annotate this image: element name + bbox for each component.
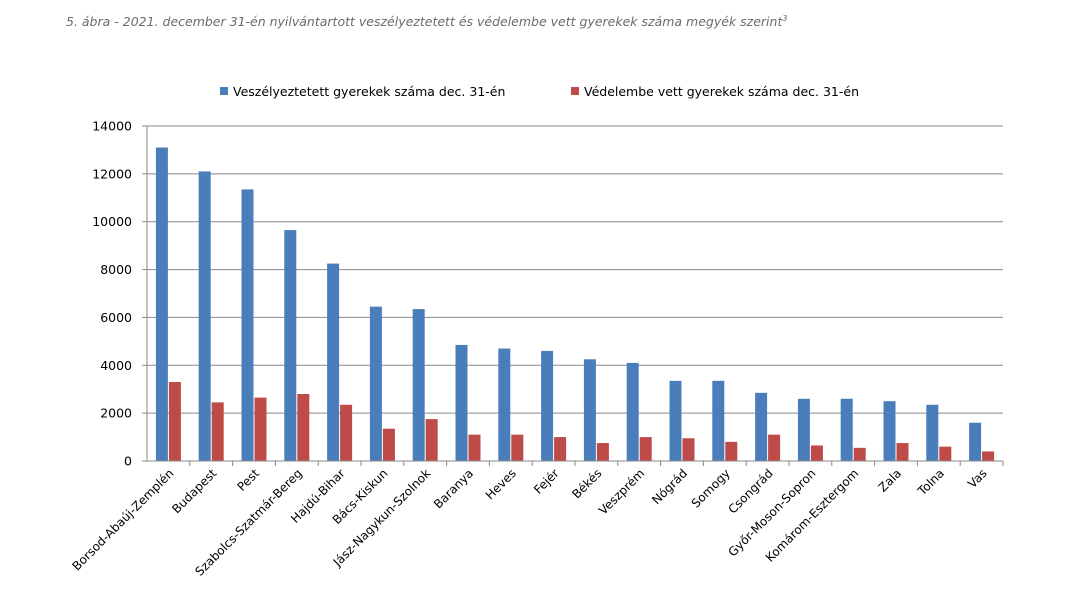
y-axis: 0 2000 4000 6000 8000 10000 12000 14000 [92, 119, 148, 469]
x-category-label: Pest [234, 466, 262, 494]
x-category-label: Vas [965, 466, 990, 491]
y-tick-label: 8000 [100, 262, 132, 277]
footnote-marker: 3 [782, 13, 788, 23]
y-tick-label: 0 [124, 454, 132, 469]
x-category-label: Borsod-Abaúj-Zemplén [69, 466, 176, 573]
bar-vedelembe-vett [682, 438, 695, 461]
bar-vedelembe-vett [596, 443, 609, 461]
x-category-label: Baranya [431, 466, 476, 511]
bar-vedelembe-vett [725, 441, 738, 461]
figure-caption-text: 5. ábra - 2021. december 31-én nyilvánta… [66, 14, 783, 29]
x-category-label: Veszprém [596, 466, 647, 517]
bar-vedelembe-vett [639, 437, 652, 461]
bar-veszelyeztetett [369, 306, 382, 461]
chart-legend: Veszélyeztetett gyerekek száma dec. 31-é… [220, 84, 859, 99]
bar-vedelembe-vett [340, 404, 353, 461]
bar-vedelembe-vett [425, 419, 438, 461]
x-category-label: Somogy [689, 466, 733, 510]
x-category-label: Békés [569, 466, 604, 501]
x-category-label: Budapest [169, 466, 219, 516]
y-tick-label: 12000 [92, 166, 132, 181]
bar-vedelembe-vett [511, 434, 524, 461]
legend-swatch [571, 87, 579, 95]
bar-veszelyeztetett [926, 404, 939, 461]
bar-veszelyeztetett [755, 392, 768, 461]
chart-gridlines [147, 125, 1003, 414]
bar-vedelembe-vett [939, 446, 952, 461]
bar-veszelyeztetett [327, 263, 340, 461]
bar-vedelembe-vett [982, 451, 995, 461]
bar-vedelembe-vett [211, 402, 224, 461]
bar-vedelembe-vett [554, 437, 567, 461]
bar-veszelyeztetett [883, 401, 896, 461]
bar-veszelyeztetett [241, 189, 254, 462]
bar-veszelyeztetett [969, 422, 982, 461]
bar-vedelembe-vett [468, 434, 481, 461]
x-category-label: Tolna [914, 466, 946, 498]
bar-veszelyeztetett [583, 359, 596, 461]
bar-veszelyeztetett [284, 230, 297, 461]
y-tick-label: 10000 [92, 214, 132, 229]
y-tick-label: 14000 [92, 119, 132, 134]
y-tick-label: 2000 [100, 406, 132, 421]
bar-vedelembe-vett [168, 382, 181, 461]
x-category-label: Nógrád [649, 466, 690, 507]
legend-label: Veszélyeztetett gyerekek száma dec. 31-é… [233, 84, 505, 99]
bar-vedelembe-vett [896, 443, 909, 461]
chart-bars [155, 147, 995, 462]
y-tick-label: 4000 [100, 358, 132, 373]
figure-caption: 5. ábra - 2021. december 31-én nyilvánta… [66, 14, 787, 29]
bar-veszelyeztetett [498, 348, 511, 461]
x-category-label: Fejér [531, 466, 562, 497]
bar-vedelembe-vett [810, 445, 823, 461]
bar-veszelyeztetett [840, 398, 853, 461]
legend-swatch [220, 87, 228, 95]
bar-veszelyeztetett [198, 171, 211, 461]
bar-veszelyeztetett [541, 350, 554, 461]
bar-vedelembe-vett [768, 434, 781, 461]
bar-vedelembe-vett [382, 428, 395, 461]
bar-veszelyeztetett [455, 344, 468, 461]
x-category-label: Zala [876, 466, 904, 494]
y-tick-label: 6000 [100, 310, 132, 325]
bar-veszelyeztetett [669, 380, 682, 461]
bar-veszelyeztetett [412, 309, 425, 461]
bar-vedelembe-vett [254, 397, 267, 461]
bar-vedelembe-vett [853, 447, 866, 461]
bar-veszelyeztetett [712, 380, 725, 461]
bar-veszelyeztetett [155, 147, 168, 462]
bar-veszelyeztetett [626, 362, 639, 461]
bar-vedelembe-vett [297, 394, 310, 461]
legend-label: Védelembe vett gyerekek száma dec. 31-én [584, 84, 859, 99]
bar-veszelyeztetett [797, 398, 810, 461]
x-category-label: Heves [483, 466, 519, 502]
